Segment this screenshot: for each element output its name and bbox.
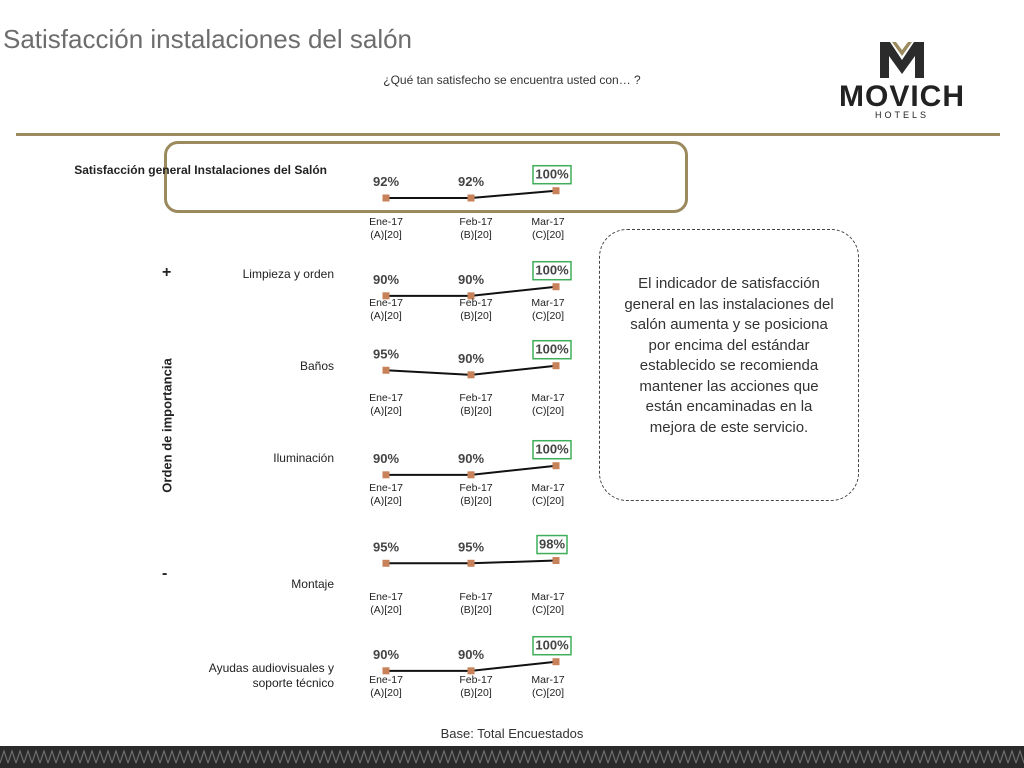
- x-tick-sublabel-1-1: (B)[20]: [460, 310, 492, 322]
- question-subtitle: ¿Qué tan satisfecho se encuentra usted c…: [383, 73, 641, 87]
- x-tick-label-0-1: Feb-17: [459, 216, 492, 228]
- row-label-montaje: Montaje: [291, 577, 334, 591]
- x-tick-sublabel-3-0: (A)[20]: [370, 495, 402, 507]
- x-tick-sublabel-3-1: (B)[20]: [460, 495, 492, 507]
- x-tick-label-0-0: Ene-17: [369, 216, 403, 228]
- x-tick-label-1-1: Feb-17: [459, 297, 492, 309]
- insight-note: El indicador de satisfacción general en …: [599, 229, 859, 501]
- x-tick-sublabel-3-2: (C)[20]: [532, 495, 564, 507]
- x-tick-sublabel-2-0: (A)[20]: [370, 405, 402, 417]
- last-value-box-0: [532, 164, 572, 185]
- data-point-5-0: [382, 667, 390, 675]
- data-label-2-0: 95%: [373, 346, 399, 361]
- data-label-5-1: 90%: [458, 647, 484, 662]
- decorative-footer-band: [0, 746, 1024, 768]
- x-tick-label-0-2: Mar-17: [531, 216, 564, 228]
- logo-mark-icon: [880, 42, 924, 78]
- data-label-4-1: 95%: [458, 539, 484, 554]
- x-tick-sublabel-2-2: (C)[20]: [532, 405, 564, 417]
- row-label-ayudas: Ayudas audiovisuales y soporte técnico: [208, 661, 334, 690]
- x-tick-label-1-0: Ene-17: [369, 297, 403, 309]
- x-tick-sublabel-0-2: (C)[20]: [532, 229, 564, 241]
- data-label-1-1: 90%: [458, 272, 484, 287]
- data-point-4-1: [467, 559, 475, 567]
- page-title: Satisfacción instalaciones del salón: [3, 24, 413, 54]
- x-tick-label-2-0: Ene-17: [369, 392, 403, 404]
- x-tick-sublabel-2-1: (B)[20]: [460, 405, 492, 417]
- x-tick-label-2-1: Feb-17: [459, 392, 492, 404]
- x-tick-label-3-1: Feb-17: [459, 482, 492, 494]
- x-tick-sublabel-0-1: (B)[20]: [460, 229, 492, 241]
- last-value-box-5: [532, 635, 572, 656]
- data-point-5-2: [552, 658, 560, 666]
- footer-zigzag: [0, 749, 1024, 764]
- data-label-3-0: 90%: [373, 451, 399, 466]
- x-tick-label-1-2: Mar-17: [531, 297, 564, 309]
- x-tick-label-5-0: Ene-17: [369, 674, 403, 686]
- data-label-0-1: 92%: [458, 174, 484, 189]
- data-label-4-2: 98%: [539, 537, 565, 552]
- logo-subtext: HOTELS: [874, 110, 929, 120]
- data-label-5-0: 90%: [373, 647, 399, 662]
- x-tick-label-2-2: Mar-17: [531, 392, 564, 404]
- overall-highlight-box: [164, 141, 688, 213]
- data-point-0-1: [467, 194, 475, 202]
- last-value-box-2: [532, 339, 572, 360]
- data-label-0-0: 92%: [373, 174, 399, 189]
- data-point-4-0: [382, 559, 390, 567]
- data-label-5-2: 100%: [535, 638, 569, 653]
- x-tick-sublabel-5-1: (B)[20]: [460, 687, 492, 699]
- logo-text: MOVICH: [839, 80, 965, 113]
- data-point-3-0: [382, 471, 390, 479]
- data-point-2-0: [382, 366, 390, 374]
- data-label-1-0: 90%: [373, 272, 399, 287]
- data-point-5-1: [467, 667, 475, 675]
- data-label-2-2: 100%: [535, 342, 569, 357]
- data-point-2-2: [552, 362, 560, 370]
- x-tick-label-5-2: Mar-17: [531, 674, 564, 686]
- x-tick-sublabel-1-2: (C)[20]: [532, 310, 564, 322]
- data-point-3-2: [552, 462, 560, 470]
- x-tick-sublabel-1-0: (A)[20]: [370, 310, 402, 322]
- data-label-1-2: 100%: [535, 263, 569, 278]
- data-label-3-2: 100%: [535, 442, 569, 457]
- last-value-box-4: [536, 534, 568, 555]
- x-tick-label-3-2: Mar-17: [531, 482, 564, 494]
- importance-more-sign: +: [162, 264, 172, 281]
- data-point-3-1: [467, 471, 475, 479]
- data-point-1-0: [382, 292, 390, 300]
- x-tick-sublabel-5-2: (C)[20]: [532, 687, 564, 699]
- data-label-2-1: 90%: [458, 351, 484, 366]
- x-tick-sublabel-4-0: (A)[20]: [370, 604, 402, 616]
- data-label-3-1: 90%: [458, 451, 484, 466]
- data-point-4-2: [552, 557, 560, 565]
- last-value-box-1: [532, 260, 572, 281]
- last-value-box-3: [532, 439, 572, 460]
- x-tick-label-4-1: Feb-17: [459, 591, 492, 603]
- row-label-banos: Baños: [299, 359, 334, 373]
- data-point-0-0: [382, 194, 390, 202]
- x-tick-sublabel-4-1: (B)[20]: [460, 604, 492, 616]
- x-tick-sublabel-0-0: (A)[20]: [370, 229, 402, 241]
- x-tick-label-4-2: Mar-17: [531, 591, 564, 603]
- row-label-general: Satisfacción general Instalaciones del S…: [74, 163, 327, 177]
- importance-less-sign: -: [162, 565, 168, 582]
- data-point-2-1: [467, 371, 475, 379]
- data-point-0-2: [552, 187, 560, 195]
- x-tick-label-3-0: Ene-17: [369, 482, 403, 494]
- x-tick-label-5-1: Feb-17: [459, 674, 492, 686]
- row-label-limpieza: Limpieza y orden: [242, 267, 334, 281]
- row-label-iluminacion: Iluminación: [273, 451, 334, 465]
- data-point-1-2: [552, 283, 560, 291]
- data-label-0-2: 100%: [535, 167, 569, 182]
- x-tick-sublabel-5-0: (A)[20]: [370, 687, 402, 699]
- x-tick-sublabel-4-2: (C)[20]: [532, 604, 564, 616]
- header-divider: [16, 133, 1000, 136]
- data-label-4-0: 95%: [373, 539, 399, 554]
- movich-logo: MOVICH HOTELS: [812, 38, 992, 122]
- base-footnote: Base: Total Encuestados: [440, 726, 584, 741]
- data-point-1-1: [467, 292, 475, 300]
- x-tick-label-4-0: Ene-17: [369, 591, 403, 603]
